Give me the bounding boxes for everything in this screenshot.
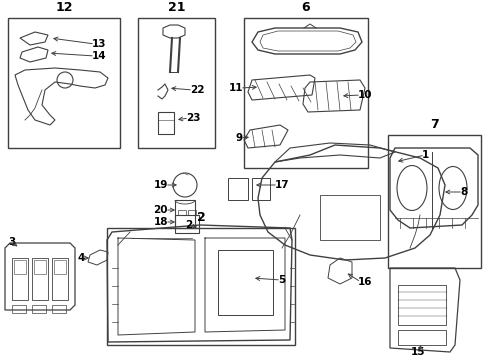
Text: 7: 7: [429, 118, 438, 131]
Text: 2: 2: [196, 211, 205, 224]
Bar: [319, 195, 379, 240]
Text: 11: 11: [228, 83, 243, 93]
Bar: [175, 215, 199, 233]
Bar: [34, 260, 46, 274]
Bar: [14, 260, 26, 274]
Bar: [12, 258, 28, 300]
Bar: [175, 200, 195, 228]
Bar: [138, 18, 215, 148]
Bar: [54, 260, 66, 274]
Bar: [178, 210, 185, 215]
Text: 19: 19: [153, 180, 168, 190]
Bar: [158, 112, 174, 134]
Text: 12: 12: [55, 1, 73, 14]
Text: 23: 23: [185, 113, 200, 123]
Bar: [12, 305, 26, 313]
Text: 4: 4: [78, 253, 85, 263]
Bar: [251, 178, 269, 200]
Bar: [52, 305, 66, 313]
Bar: [387, 135, 480, 268]
Bar: [32, 305, 46, 313]
Bar: [244, 18, 367, 168]
Bar: [227, 178, 247, 200]
Text: 15: 15: [410, 347, 425, 357]
Text: 18: 18: [153, 217, 168, 227]
Text: 20: 20: [153, 205, 168, 215]
Text: 6: 6: [301, 1, 310, 14]
Bar: [397, 285, 445, 325]
Text: 5: 5: [278, 275, 285, 285]
Bar: [32, 258, 48, 300]
Text: 21: 21: [167, 1, 185, 14]
Text: 8: 8: [459, 187, 467, 197]
Text: 14: 14: [92, 51, 106, 61]
Bar: [187, 210, 196, 215]
Text: 13: 13: [92, 39, 106, 49]
Text: 2: 2: [184, 220, 192, 230]
Text: 17: 17: [274, 180, 289, 190]
Text: 16: 16: [357, 277, 372, 287]
Bar: [107, 228, 294, 345]
Bar: [397, 330, 445, 345]
Text: 3: 3: [8, 237, 15, 247]
Text: 10: 10: [357, 90, 372, 100]
Text: 9: 9: [235, 133, 243, 143]
Text: 22: 22: [190, 85, 204, 95]
Bar: [52, 258, 68, 300]
Text: 1: 1: [421, 150, 428, 160]
Bar: [8, 18, 120, 148]
Bar: [218, 250, 272, 315]
